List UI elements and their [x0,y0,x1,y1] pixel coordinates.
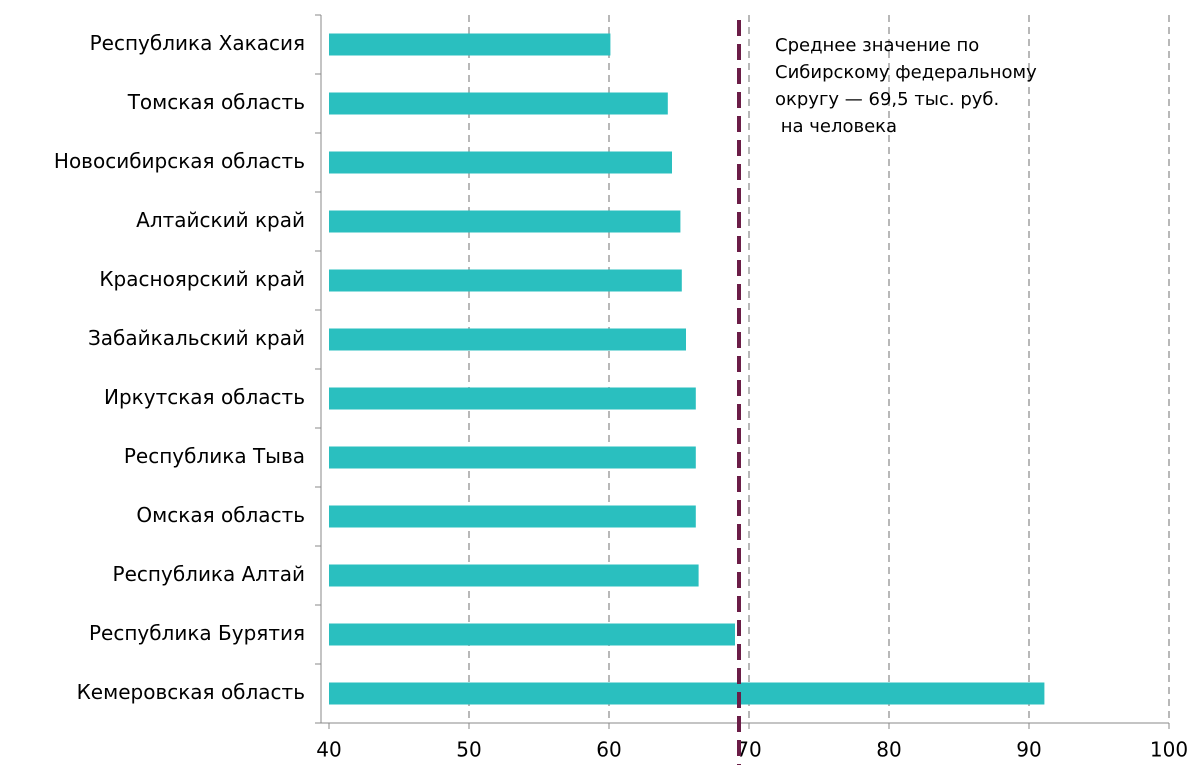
y-tick-label: Республика Тыва [124,444,305,468]
bar [329,505,696,528]
x-tick-label: 100 [1150,738,1188,762]
bar [329,387,696,410]
bar [329,623,735,646]
x-tick-label: 50 [456,738,481,762]
y-tick-label: Забайкальский край [88,326,305,350]
bar [329,446,696,469]
y-tick-label: Республика Алтай [113,562,305,586]
x-tick-label: 60 [596,738,621,762]
bar [329,151,672,174]
annotation: Сибирскому федеральному [775,62,1037,83]
y-tick-label: Омская область [136,503,305,527]
bar [329,210,681,233]
bar [329,92,668,115]
bar [329,564,699,587]
y-tick-label: Новосибирская область [54,149,305,173]
x-tick-label: 80 [876,738,901,762]
annotation: Среднее значение по [775,35,979,56]
bar [329,33,611,56]
y-tick-label: Республика Бурятия [89,621,305,645]
y-tick-label: Кемеровская область [77,680,305,704]
bar [329,682,1045,705]
annotation: на человека [775,116,897,137]
y-tick-label: Красноярский край [99,267,305,291]
bar [329,328,686,351]
y-tick-label: Алтайский край [136,208,305,232]
y-tick-label: Томская область [127,90,305,114]
x-tick-label: 90 [1016,738,1041,762]
x-tick-label: 40 [316,738,341,762]
annotation: округу — 69,5 тыс. руб. [775,89,999,110]
y-tick-label: Республика Хакасия [90,31,305,55]
bar [329,269,682,292]
y-tick-label: Иркутская область [104,385,305,409]
